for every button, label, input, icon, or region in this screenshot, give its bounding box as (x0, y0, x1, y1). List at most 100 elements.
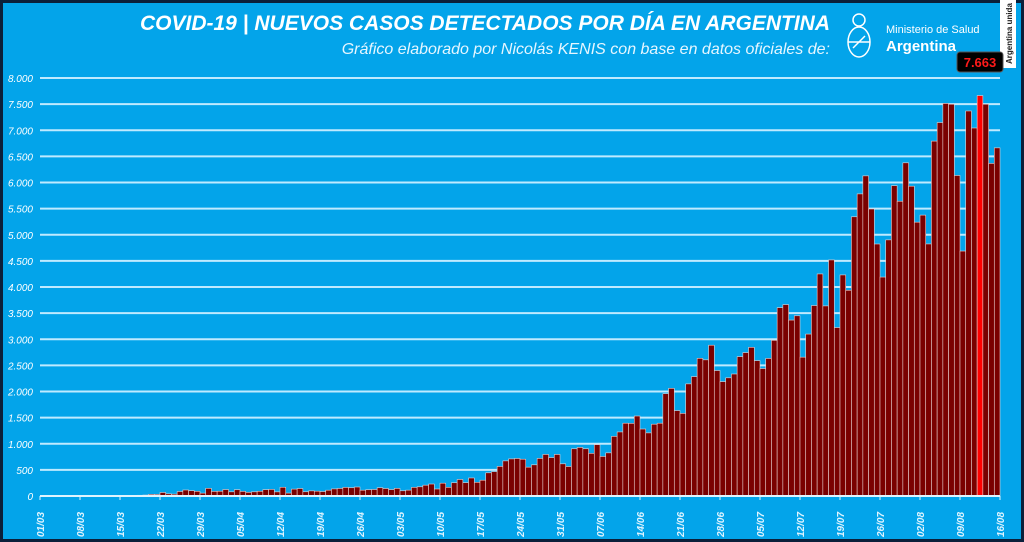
bar (708, 344, 715, 497)
bar (908, 185, 915, 497)
bar (885, 239, 892, 497)
bar (896, 200, 904, 497)
y-tick-label: 4.000 (8, 283, 33, 294)
x-tick-label: 05/04 (236, 512, 247, 537)
bar (588, 453, 595, 497)
bar (816, 273, 824, 497)
bar (913, 221, 921, 497)
x-tick-label: 12/07 (796, 512, 807, 537)
bar (828, 259, 835, 497)
bar (725, 377, 732, 497)
y-tick-label: 3.500 (8, 309, 33, 320)
y-tick-label: 6.000 (8, 179, 33, 190)
y-tick-label: 7.000 (8, 126, 33, 137)
bar (456, 479, 464, 497)
bar (776, 307, 784, 497)
bar (793, 315, 801, 497)
bar (753, 360, 761, 497)
y-tick-label: 5.000 (8, 231, 33, 242)
bar (496, 466, 504, 497)
bar (422, 484, 429, 497)
bar (348, 487, 355, 497)
bar (691, 376, 698, 497)
bar (376, 487, 384, 497)
y-tick-label: 8.000 (8, 74, 33, 85)
bar (811, 305, 818, 497)
bar (713, 370, 721, 497)
bar (559, 463, 567, 497)
x-tick-label: 12/04 (276, 512, 287, 537)
logo-country-text: Argentina (886, 38, 957, 55)
y-tick-label: 2.000 (7, 388, 33, 399)
bar (525, 466, 532, 497)
y-tick-label: 7.500 (8, 100, 33, 111)
bar (205, 488, 212, 497)
y-tick-label: 2.500 (7, 361, 33, 372)
bar (628, 423, 635, 497)
bar (468, 477, 475, 497)
x-tick-label: 26/07 (876, 512, 887, 538)
coat-of-arms-icon (847, 13, 871, 58)
x-tick-label: 14/06 (636, 512, 647, 537)
bar (485, 472, 492, 497)
bar (433, 488, 441, 497)
x-tick-label: 09/08 (956, 512, 967, 537)
bar (279, 486, 287, 497)
bar (953, 175, 961, 497)
bar (771, 340, 778, 497)
y-tick-label: 5.500 (8, 205, 33, 216)
bar (685, 383, 692, 497)
bar (656, 422, 664, 497)
x-tick-label: 02/08 (916, 512, 927, 537)
bar (873, 243, 881, 497)
bar (536, 458, 544, 497)
bar (731, 373, 738, 497)
bar (542, 454, 549, 497)
bar (462, 482, 469, 497)
x-tick-label: 26/04 (356, 512, 367, 538)
bar (582, 448, 589, 497)
bar (416, 486, 424, 497)
y-tick-label: 1.000 (8, 440, 33, 451)
peak-label: 7.663 (964, 55, 997, 70)
bar (696, 358, 704, 497)
bar (702, 359, 709, 497)
bar (662, 393, 669, 497)
bar (942, 103, 949, 497)
bar (633, 415, 641, 497)
x-tick-label: 31/05 (556, 512, 567, 537)
bar (576, 447, 584, 497)
bar (571, 448, 578, 497)
bar (736, 356, 744, 497)
bar (765, 358, 772, 497)
bar (616, 431, 624, 497)
bar (473, 482, 481, 497)
bar (622, 422, 629, 497)
logo-ministry-text: Ministerio de Salud (886, 24, 980, 36)
bar (553, 454, 561, 497)
bar (565, 466, 572, 497)
peak-label-box (956, 51, 1004, 73)
bar (902, 162, 909, 497)
x-tick-label: 10/05 (436, 512, 447, 537)
bar (845, 289, 852, 497)
bar (593, 444, 601, 497)
bar (479, 479, 487, 497)
bar (673, 410, 681, 497)
y-tick-label: 6.500 (8, 152, 33, 163)
x-tick-label: 16/08 (996, 512, 1007, 537)
bar (931, 140, 938, 497)
bar (879, 276, 887, 497)
bar (742, 352, 749, 497)
x-tick-label: 24/05 (516, 512, 527, 538)
bar (382, 488, 389, 497)
y-tick-label: 0 (27, 492, 33, 503)
x-tick-label: 15/03 (116, 512, 127, 537)
x-tick-label: 19/07 (836, 512, 847, 537)
x-tick-label: 05/07 (756, 512, 767, 537)
x-tick-label: 07/06 (596, 512, 607, 537)
bar (759, 368, 767, 497)
bar (291, 488, 298, 497)
x-tick-label: 21/06 (676, 512, 687, 538)
